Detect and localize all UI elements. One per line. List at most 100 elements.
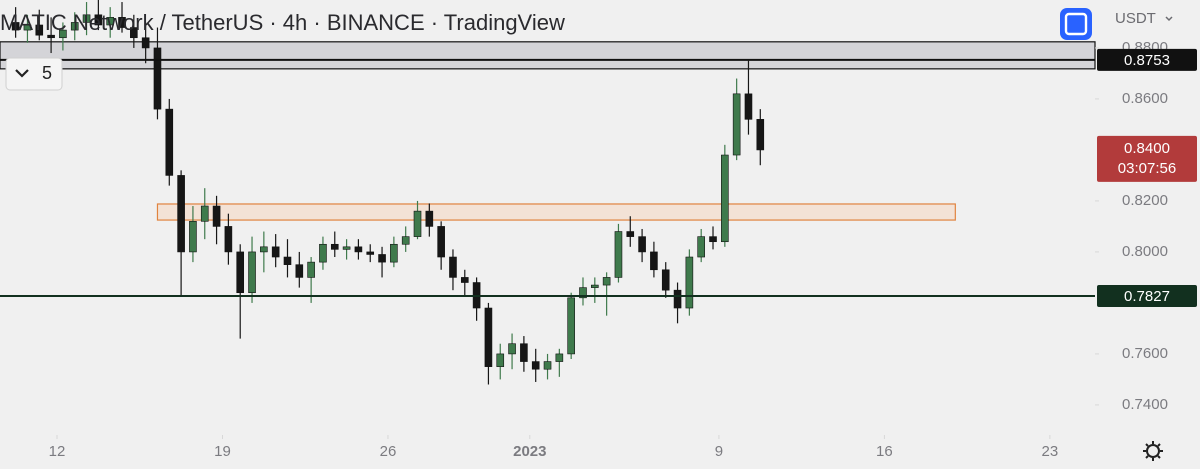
level-label: 0.7827 <box>1124 288 1170 305</box>
candle-body <box>697 236 705 258</box>
candle-body <box>579 287 587 299</box>
candle-body <box>260 246 268 253</box>
candle-body <box>496 353 505 367</box>
chart-title: MATIC Network / TetherUS · 4h · BINANCE … <box>0 10 565 35</box>
level-label-box <box>1097 285 1197 308</box>
currency-chevron <box>1165 16 1173 22</box>
level-label-box <box>1097 48 1197 71</box>
candle-body <box>130 27 138 39</box>
candle-body <box>212 205 221 227</box>
last-price-box <box>1097 135 1197 182</box>
candle-body <box>484 307 493 367</box>
x-tick-label: 26 <box>380 443 397 460</box>
last-price-label: 0.8400 <box>1124 140 1170 157</box>
plot <box>0 0 1096 385</box>
candle-body <box>673 289 682 309</box>
candle-body <box>567 297 575 355</box>
candle-body <box>189 221 197 253</box>
currency-label[interactable]: USDT <box>1115 10 1156 27</box>
candle-body <box>82 14 91 23</box>
countdown-label: 03:07:56 <box>1118 160 1176 177</box>
candle-body <box>460 277 469 283</box>
y-tick-label: 0.7400 <box>1122 396 1168 413</box>
candle-body <box>744 93 753 120</box>
candle-body <box>650 251 658 271</box>
candle-body <box>732 93 741 156</box>
candle-body <box>165 108 174 176</box>
candle-body <box>555 353 564 362</box>
x-tick-label: 2023 <box>513 443 546 460</box>
gear-teeth <box>1143 441 1163 461</box>
candle-body <box>307 261 315 278</box>
candle-body <box>295 264 304 278</box>
candle-body <box>378 254 386 263</box>
fullscreen-button[interactable] <box>1060 8 1092 40</box>
candle-body <box>543 361 552 370</box>
toggle-box[interactable] <box>5 57 63 91</box>
candle-body <box>390 243 398 263</box>
toggle-label: 5 <box>42 63 52 83</box>
settings-button[interactable] <box>1143 441 1163 461</box>
x-tick-label: 19 <box>214 443 231 460</box>
interval-toggle[interactable]: 5 <box>5 57 63 91</box>
x-tick-label: 16 <box>876 443 893 460</box>
candle-body <box>508 343 516 355</box>
candle-body <box>685 256 694 309</box>
candle-body <box>177 175 185 253</box>
candle-body <box>413 210 422 237</box>
candle-body <box>342 246 351 250</box>
candle-body <box>401 236 410 245</box>
candle-body <box>236 251 245 294</box>
candle-body <box>449 256 457 278</box>
gear-ring <box>1146 444 1160 458</box>
candle-body <box>626 231 635 237</box>
candle-body <box>591 284 599 288</box>
candle-body <box>756 119 765 151</box>
y-tick-label: 0.8000 <box>1122 243 1168 260</box>
zone <box>0 41 1096 70</box>
candle-body <box>614 231 623 278</box>
x-tick-label: 9 <box>715 443 723 460</box>
candle-body <box>531 361 540 370</box>
candle-body <box>11 22 20 31</box>
candle-body <box>23 24 32 31</box>
candle-body <box>200 205 209 222</box>
candle-body <box>271 246 280 258</box>
candle-body <box>94 14 103 26</box>
candle-body <box>153 47 162 110</box>
candle-body <box>437 226 445 258</box>
y-tick-label: 0.8200 <box>1122 192 1168 209</box>
candle-body <box>59 29 67 39</box>
candle-body <box>520 343 528 362</box>
candle-body <box>248 251 256 294</box>
chevron-icon <box>15 69 29 78</box>
candle-body <box>35 24 44 36</box>
candle-body <box>661 269 670 291</box>
zone <box>156 203 956 221</box>
candle-body <box>283 256 292 265</box>
candle-body <box>638 236 646 253</box>
x-tick-label: 23 <box>1042 443 1059 460</box>
candle-body <box>721 154 729 243</box>
level-label: 0.8753 <box>1124 52 1170 69</box>
candle-body <box>425 210 434 227</box>
candle-body <box>354 246 363 253</box>
x-tick-label: 12 <box>49 443 66 460</box>
candle-body <box>224 226 233 253</box>
candle-body <box>70 22 79 31</box>
candle-body <box>330 243 339 250</box>
candle-body <box>709 236 717 243</box>
candle-body <box>319 243 327 263</box>
y-tick-label: 0.8600 <box>1122 90 1168 107</box>
candle-body <box>118 17 126 28</box>
y-tick-label: 0.7600 <box>1122 345 1168 362</box>
fullscreen-bg[interactable] <box>1060 8 1092 40</box>
candle-body <box>602 277 611 286</box>
fullscreen-icon <box>1064 12 1088 36</box>
candle-body <box>106 17 114 26</box>
candle-body <box>47 34 55 39</box>
candle-body <box>141 37 150 49</box>
